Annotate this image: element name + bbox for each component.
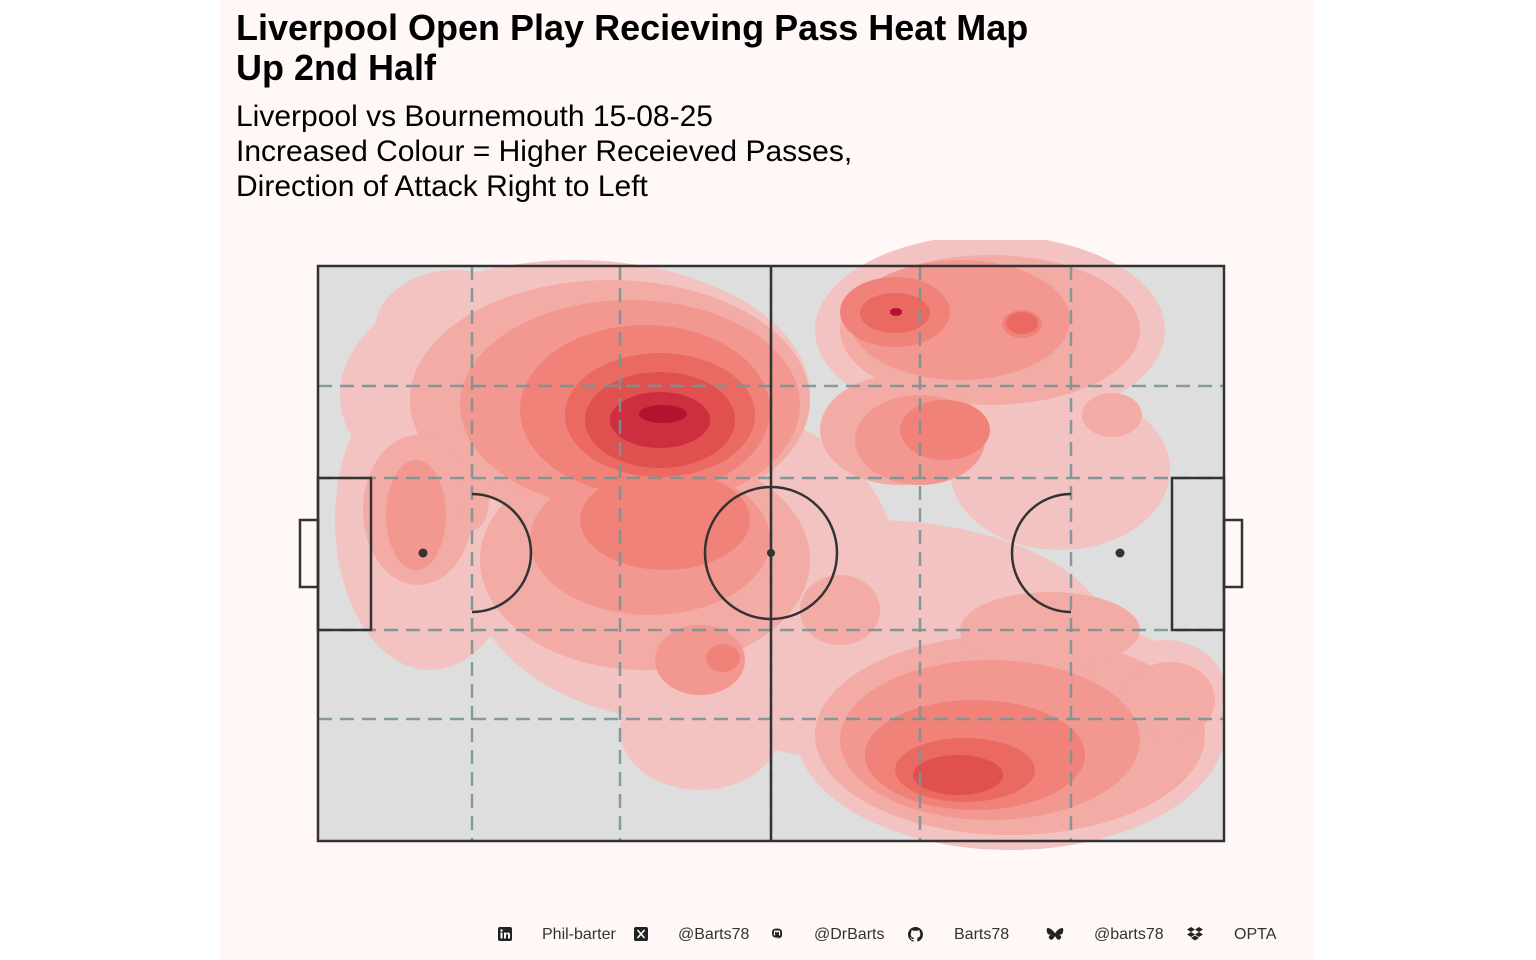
density-blob — [620, 670, 780, 790]
linkedin-icon — [498, 927, 512, 941]
chart-subtitle: Liverpool vs Bournemouth 15-08-25 Increa… — [236, 99, 852, 204]
title-line-2: Up 2nd Half — [236, 47, 437, 88]
footer-linkedin-text: Phil-barter — [542, 926, 616, 943]
density-blob — [706, 644, 740, 672]
density-level-8 — [639, 308, 902, 423]
density-blob — [1125, 662, 1215, 738]
density-blob — [1082, 393, 1142, 437]
left-goal — [298, 518, 320, 589]
footer-x-text: @Barts78 — [678, 926, 750, 943]
dropbox-icon — [1187, 927, 1203, 941]
left-penalty-arc — [471, 492, 533, 614]
centre-circle — [703, 485, 839, 621]
footer-bluesky-text: @barts78 — [1094, 926, 1164, 943]
subtitle-line-1: Liverpool vs Bournemouth 15-08-25 — [236, 100, 713, 133]
footer-github-text: Barts78 — [954, 926, 1010, 943]
x-icon — [634, 927, 648, 941]
centre-spot — [767, 549, 775, 557]
density-blob — [900, 400, 990, 460]
github-icon — [908, 927, 923, 942]
density-blob — [890, 308, 902, 316]
left-penalty-spot — [418, 548, 428, 558]
mastodon-icon — [772, 928, 782, 939]
density-blob — [458, 450, 490, 530]
title-line-1: Liverpool Open Play Recieving Pass Heat … — [236, 7, 1029, 48]
right-penalty-spot — [1115, 548, 1125, 558]
density-blob — [655, 625, 745, 695]
bluesky-icon — [1046, 928, 1064, 940]
density-blob — [386, 460, 446, 570]
chart-title: Liverpool Open Play Recieving Pass Heat … — [236, 8, 1028, 88]
subtitle-line-2: Increased Colour = Higher Receieved Pass… — [236, 135, 853, 168]
footer-credits: Phil-barter @Barts78 @DrBarts Barts78 @b… — [0, 925, 1536, 947]
density-blob — [800, 575, 880, 645]
footer-source-text: OPTA — [1234, 926, 1277, 943]
right-penalty-arc — [1010, 492, 1072, 614]
right-goal — [1222, 518, 1244, 589]
density-blob — [1006, 312, 1038, 334]
density-layer — [335, 240, 1225, 850]
subtitle-line-3: Direction of Attack Right to Left — [236, 170, 648, 203]
density-blob — [639, 405, 687, 423]
footer-mastodon-text: @DrBarts — [814, 926, 885, 943]
density-blob — [913, 755, 1003, 795]
density-blob — [580, 470, 750, 570]
